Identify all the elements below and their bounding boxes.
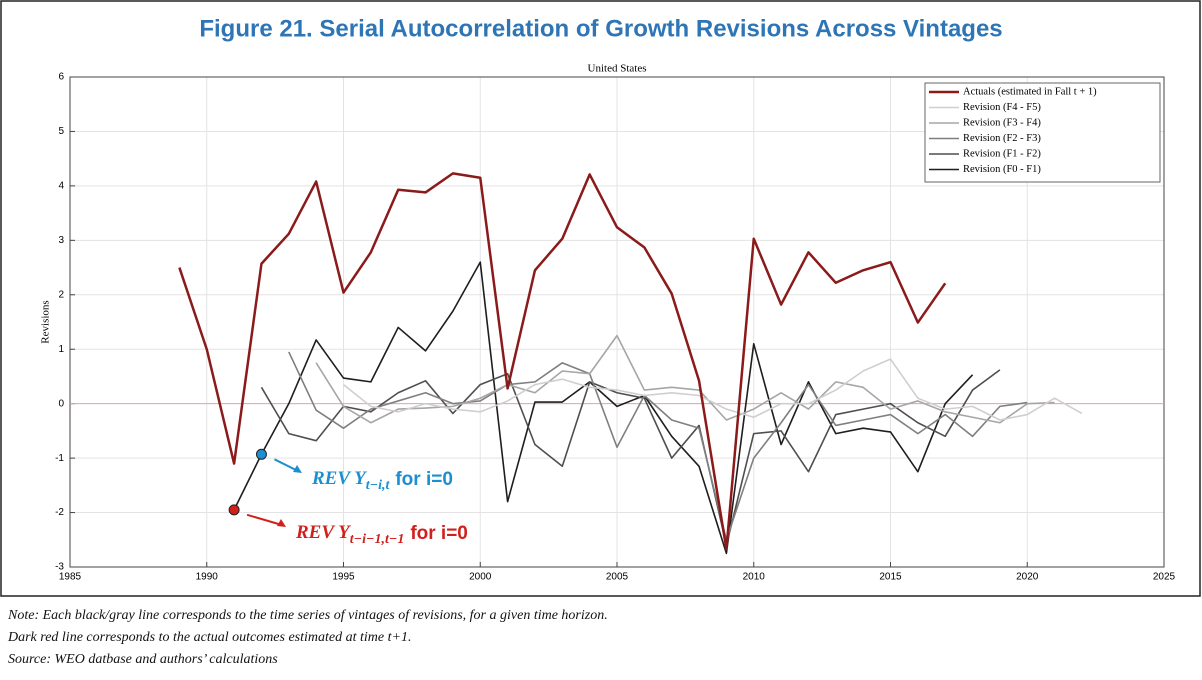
x-tick-label: 1995 [332, 572, 355, 583]
y-tick-label: 6 [58, 72, 64, 83]
y-tick-label: -1 [55, 453, 64, 464]
note: Source: WEO datbase and authors’ calcula… [8, 652, 278, 667]
arrow-head [277, 519, 286, 527]
series-line [178, 172, 947, 551]
legend-box [924, 82, 1161, 183]
chart-title: United States [588, 63, 647, 75]
annotation-text: REV Y [311, 468, 368, 489]
series-line [288, 351, 1028, 541]
y-tick-label: -2 [55, 507, 64, 518]
y-axis-label: Revisions [40, 300, 52, 343]
annotation-subscript: t−i,t [366, 478, 391, 493]
legend-label: Revision (F1 - F2) [963, 148, 1041, 159]
series-line [343, 358, 1083, 421]
y-tick-label: 1 [58, 344, 64, 355]
y-tick-label: 4 [58, 181, 64, 192]
annotation-suffix: for i=0 [410, 523, 468, 544]
arrow-head [293, 465, 302, 473]
annotation-text: REV Y [295, 522, 352, 543]
x-tick-label: 2015 [879, 572, 902, 583]
y-tick-label: 3 [58, 235, 64, 246]
series-line [233, 261, 974, 555]
frame [0, 0, 1201, 597]
annotation-arrow [274, 458, 299, 472]
x-tick-label: 2000 [469, 572, 492, 583]
annotation-suffix: for i=0 [395, 469, 453, 490]
x-tick-label: 2025 [1153, 572, 1176, 583]
x-tick-label: 2020 [1016, 572, 1039, 583]
chart: Figure 21. Serial Autocorrelation of Gro… [0, 0, 1201, 597]
x-tick-label: 2010 [743, 572, 766, 583]
y-tick-label: 2 [58, 289, 64, 300]
annotation-dot [228, 504, 240, 516]
x-tick-label: 1990 [196, 572, 219, 583]
legend-label: Actuals (estimated in Fall t + 1) [963, 86, 1097, 97]
legend-label: Revision (F0 - F1) [963, 164, 1041, 175]
annotation: REV Yt−i−1,t−1 for i=0 [295, 522, 468, 547]
annotation-dot [255, 448, 267, 460]
plot-border [69, 76, 1165, 568]
annotation: REV Yt−i,t for i=0 [311, 468, 453, 493]
x-tick-label: 1985 [59, 572, 82, 583]
figure-title: Figure 21. Serial Autocorrelation of Gro… [199, 15, 1002, 42]
series-line [315, 334, 1055, 424]
annotation-subscript: t−i−1,t−1 [350, 532, 405, 547]
y-tick-label: -3 [55, 562, 64, 573]
note: Dark red line corresponds to the actual … [8, 630, 412, 645]
x-tick-label: 2005 [606, 572, 629, 583]
y-tick-label: 0 [58, 398, 64, 409]
legend-label: Revision (F4 - F5) [963, 102, 1041, 113]
note: Note: Each black/gray line corresponds t… [8, 608, 608, 623]
annotation-arrow [246, 513, 283, 526]
legend-label: Revision (F2 - F3) [963, 133, 1041, 144]
series-line [260, 369, 1001, 547]
y-tick-label: 5 [58, 126, 64, 137]
legend-label: Revision (F3 - F4) [963, 117, 1041, 128]
